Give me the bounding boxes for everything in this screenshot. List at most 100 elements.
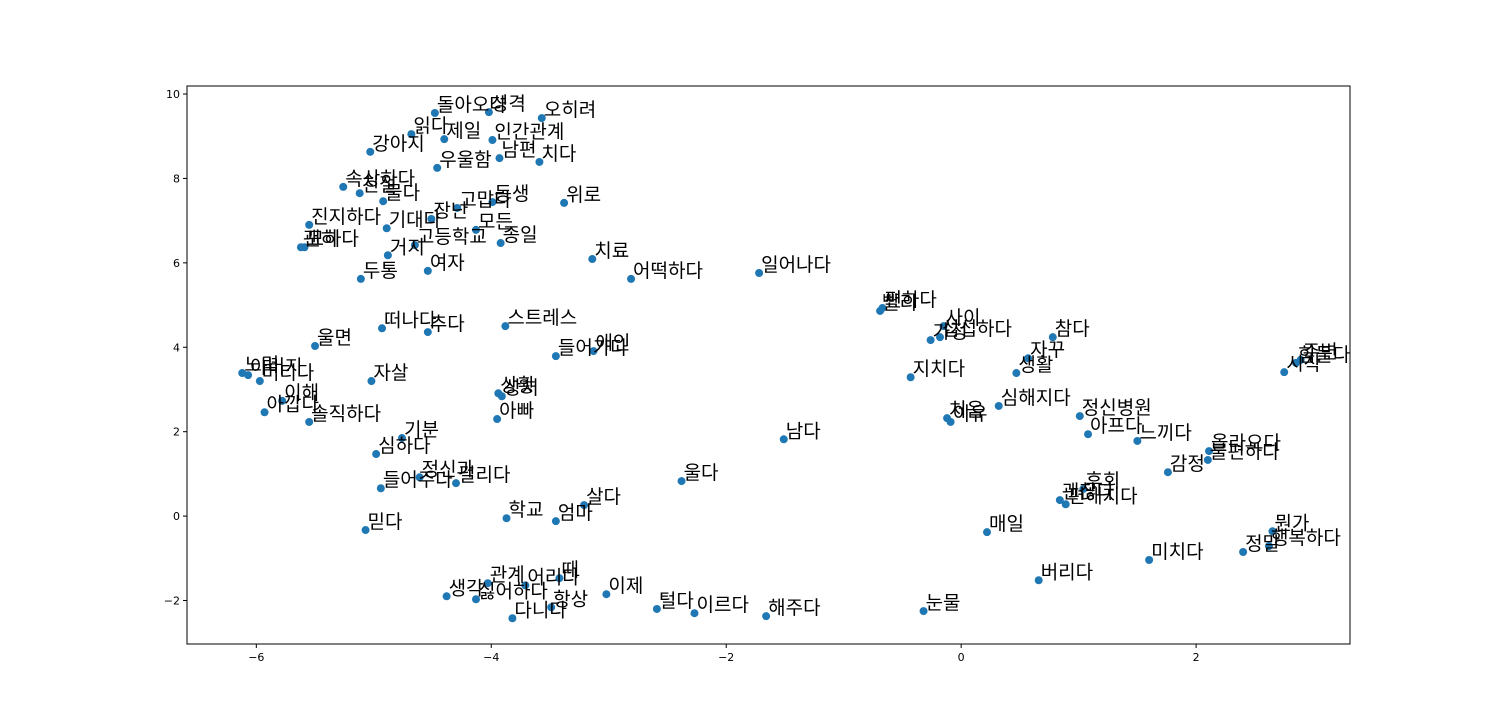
point-label: 빨리: [882, 292, 917, 314]
y-tick-label: 0: [173, 510, 180, 523]
point-label: 미치다: [1151, 541, 1203, 563]
x-tick-label: 2: [1193, 651, 1200, 664]
point: [366, 147, 375, 156]
point-label: 읽다: [413, 115, 448, 137]
point: [1048, 333, 1057, 342]
point-label: 강아지: [372, 133, 424, 155]
point: [255, 377, 264, 386]
point-label: 때: [561, 559, 578, 581]
y-tick-label: 10: [166, 88, 180, 101]
x-tick-label: −6: [248, 651, 264, 664]
point: [1034, 576, 1043, 585]
y-tick-label: 4: [173, 341, 180, 354]
point-label: 눈물: [926, 592, 961, 614]
point: [560, 198, 569, 207]
point-label: 처음: [949, 399, 984, 421]
point-label: 고맙다: [459, 189, 511, 211]
point-label: 다니다: [514, 599, 566, 621]
y-tick-label: 8: [173, 172, 180, 185]
x-tick-label: −4: [483, 651, 499, 664]
point: [779, 435, 788, 444]
point: [483, 579, 492, 588]
point-label: 정신과: [422, 458, 474, 480]
point: [452, 479, 461, 488]
point-label: 행복하다: [1271, 527, 1341, 549]
point-label: 편하다: [884, 289, 936, 311]
point-label: 속상하다: [345, 168, 415, 190]
point: [690, 609, 699, 618]
point: [1055, 496, 1064, 505]
point: [1061, 500, 1070, 509]
point: [547, 603, 556, 612]
point: [677, 477, 686, 486]
point: [311, 342, 320, 351]
point: [397, 434, 406, 443]
y-tick-label: 2: [173, 426, 180, 439]
point: [471, 225, 480, 234]
point-label: 아프다: [1090, 415, 1142, 437]
point-label: 어떡하다: [633, 260, 703, 282]
point-label: 여자: [430, 252, 465, 274]
point-label: 생각: [449, 577, 484, 599]
point: [652, 604, 661, 613]
point-label: 인간관계: [494, 121, 564, 143]
point: [383, 251, 392, 260]
point: [379, 197, 388, 206]
point: [939, 322, 948, 331]
point-label: 올라오다: [1211, 432, 1281, 454]
point: [501, 322, 510, 331]
point-label: 참다: [1055, 318, 1090, 340]
point-label: 동생: [494, 183, 529, 205]
point: [361, 526, 370, 535]
point: [356, 274, 365, 283]
point: [495, 154, 504, 163]
point-label: 성격: [491, 93, 526, 115]
point: [382, 224, 391, 233]
point-label: 학교: [509, 499, 544, 521]
point-label: 이해: [284, 382, 319, 404]
point-label: 이제: [608, 575, 643, 597]
point-label: 상황: [500, 374, 535, 396]
y-tick-label: 6: [173, 257, 180, 270]
point-label: 기분: [404, 419, 439, 441]
point: [453, 203, 462, 212]
point-label: 아깝다: [267, 393, 319, 415]
point-label: 이유: [953, 403, 988, 425]
point-label: 우울함: [439, 149, 491, 171]
point-label: 심하다: [378, 435, 430, 457]
point-label: 살다: [586, 486, 621, 508]
point-label: 고등학교: [417, 226, 487, 248]
point-label: 괜히: [303, 228, 338, 250]
point-label: 남다: [786, 420, 821, 442]
point: [535, 157, 544, 166]
point-label: 생활: [1018, 354, 1053, 376]
point-label: 남편: [501, 139, 536, 161]
point: [580, 501, 589, 510]
point: [508, 614, 517, 623]
point-label: 친절: [362, 174, 397, 196]
point-label: 털다: [659, 590, 694, 612]
point: [427, 214, 436, 223]
point: [919, 607, 928, 616]
point: [305, 220, 314, 229]
point: [1145, 556, 1154, 565]
point: [1268, 527, 1277, 536]
point-label: 자꾸: [1030, 339, 1065, 361]
point-label: 모든: [478, 211, 513, 233]
point: [423, 266, 432, 275]
point: [555, 574, 564, 583]
point-label: 믿다: [368, 511, 403, 533]
point-label: 들어가다: [558, 337, 628, 359]
point: [339, 182, 348, 191]
point-label: 정신병원: [1082, 397, 1152, 419]
point-label: 묘하다: [306, 228, 358, 250]
point-label: 거지: [390, 236, 425, 258]
point-label: 종일: [503, 224, 538, 246]
point-label: 엄마: [558, 502, 593, 524]
point-label: 뭔가: [1274, 512, 1309, 534]
point-label: 어리다: [527, 566, 579, 588]
point-label: 버티다: [262, 362, 314, 384]
point: [244, 371, 253, 380]
point-label: 자살: [373, 362, 408, 384]
point: [488, 136, 497, 145]
